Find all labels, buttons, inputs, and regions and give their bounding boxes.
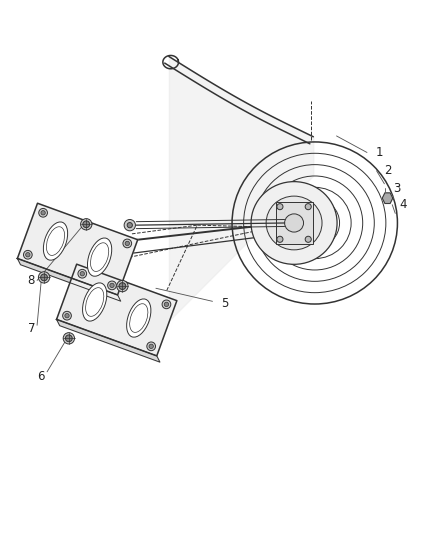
Ellipse shape: [251, 182, 337, 264]
FancyBboxPatch shape: [276, 203, 313, 244]
Text: 1: 1: [376, 146, 383, 159]
Circle shape: [108, 281, 117, 290]
Circle shape: [63, 333, 74, 344]
Polygon shape: [382, 193, 393, 204]
Ellipse shape: [266, 196, 322, 250]
Ellipse shape: [285, 214, 304, 232]
Circle shape: [123, 239, 132, 248]
Circle shape: [162, 300, 171, 309]
Ellipse shape: [43, 222, 67, 260]
Polygon shape: [57, 319, 160, 362]
Circle shape: [277, 236, 283, 243]
Circle shape: [80, 271, 85, 276]
Circle shape: [149, 344, 153, 349]
Circle shape: [41, 274, 47, 281]
Circle shape: [26, 253, 30, 257]
Circle shape: [83, 221, 90, 228]
Circle shape: [24, 251, 32, 259]
Circle shape: [147, 342, 155, 351]
Text: 6: 6: [37, 370, 45, 383]
Circle shape: [164, 302, 169, 306]
Text: 5: 5: [221, 297, 229, 310]
Circle shape: [65, 313, 69, 318]
Circle shape: [125, 241, 130, 246]
Circle shape: [63, 311, 71, 320]
Text: 7: 7: [28, 322, 35, 335]
Circle shape: [305, 236, 311, 243]
Circle shape: [117, 280, 128, 292]
Circle shape: [81, 219, 92, 230]
Circle shape: [39, 208, 47, 217]
Ellipse shape: [82, 283, 107, 321]
Ellipse shape: [88, 238, 112, 276]
Circle shape: [119, 282, 126, 289]
Circle shape: [127, 223, 132, 228]
Circle shape: [277, 204, 283, 209]
Text: 3: 3: [393, 182, 400, 195]
Text: 4: 4: [399, 198, 407, 211]
Circle shape: [110, 283, 114, 288]
Text: 8: 8: [28, 274, 35, 287]
Text: 2: 2: [385, 164, 392, 177]
Polygon shape: [18, 259, 121, 301]
Circle shape: [78, 269, 87, 278]
Circle shape: [39, 272, 49, 283]
Polygon shape: [18, 203, 138, 295]
Ellipse shape: [127, 299, 151, 337]
Circle shape: [41, 211, 45, 215]
Circle shape: [305, 204, 311, 209]
Circle shape: [65, 335, 72, 342]
Circle shape: [124, 220, 135, 231]
Polygon shape: [57, 264, 177, 356]
